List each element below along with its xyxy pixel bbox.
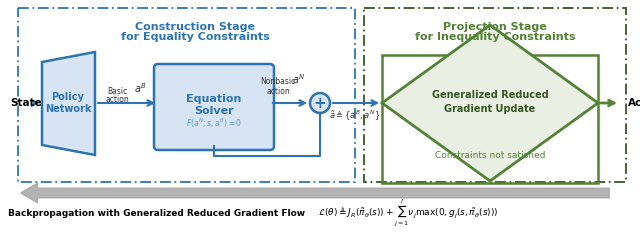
Text: Solver: Solver (194, 106, 234, 116)
Polygon shape (382, 25, 598, 181)
Text: action: action (266, 87, 290, 96)
Bar (364, 8, 626, 182)
Polygon shape (42, 52, 95, 155)
Text: Construction Stage: Construction Stage (135, 22, 255, 32)
Text: Nonbasic: Nonbasic (260, 77, 296, 87)
FancyBboxPatch shape (154, 64, 274, 150)
Circle shape (310, 93, 330, 113)
Text: $a^B$: $a^B$ (134, 81, 147, 95)
FancyArrowPatch shape (20, 183, 609, 203)
Text: for Inequality Constraints: for Inequality Constraints (415, 32, 575, 42)
Bar (18, 8, 355, 182)
Text: Policy
Network: Policy Network (45, 92, 92, 114)
Text: Constraints not satisfied: Constraints not satisfied (435, 151, 545, 160)
Text: $\mathcal{L}(\theta) \triangleq J_R(\tilde{\pi}_\theta(s)) + \sum_{j=1}^{l} \nu_: $\mathcal{L}(\theta) \triangleq J_R(\til… (318, 198, 499, 228)
Text: Equation: Equation (186, 94, 242, 104)
Text: Gradient Update: Gradient Update (444, 104, 536, 114)
Text: State: State (10, 98, 42, 108)
Bar (382, 55, 598, 183)
Text: for Equality Constraints: for Equality Constraints (120, 32, 269, 42)
Text: $a^N$: $a^N$ (292, 72, 306, 86)
Text: $\tilde{a} \triangleq \{a^B, a^N\}$: $\tilde{a} \triangleq \{a^B, a^N\}$ (330, 109, 381, 123)
Text: Backpropagation with Generalized Reduced Gradient Flow: Backpropagation with Generalized Reduced… (8, 208, 305, 218)
Text: +: + (314, 96, 326, 110)
Text: Projection Stage: Projection Stage (443, 22, 547, 32)
Text: action: action (105, 96, 129, 105)
Text: Generalized Reduced: Generalized Reduced (431, 90, 548, 100)
Text: Action: Action (628, 98, 640, 108)
Text: Basic: Basic (107, 88, 127, 97)
Text: $F(a^N;s,a^B)=0$: $F(a^N;s,a^B)=0$ (186, 116, 242, 130)
